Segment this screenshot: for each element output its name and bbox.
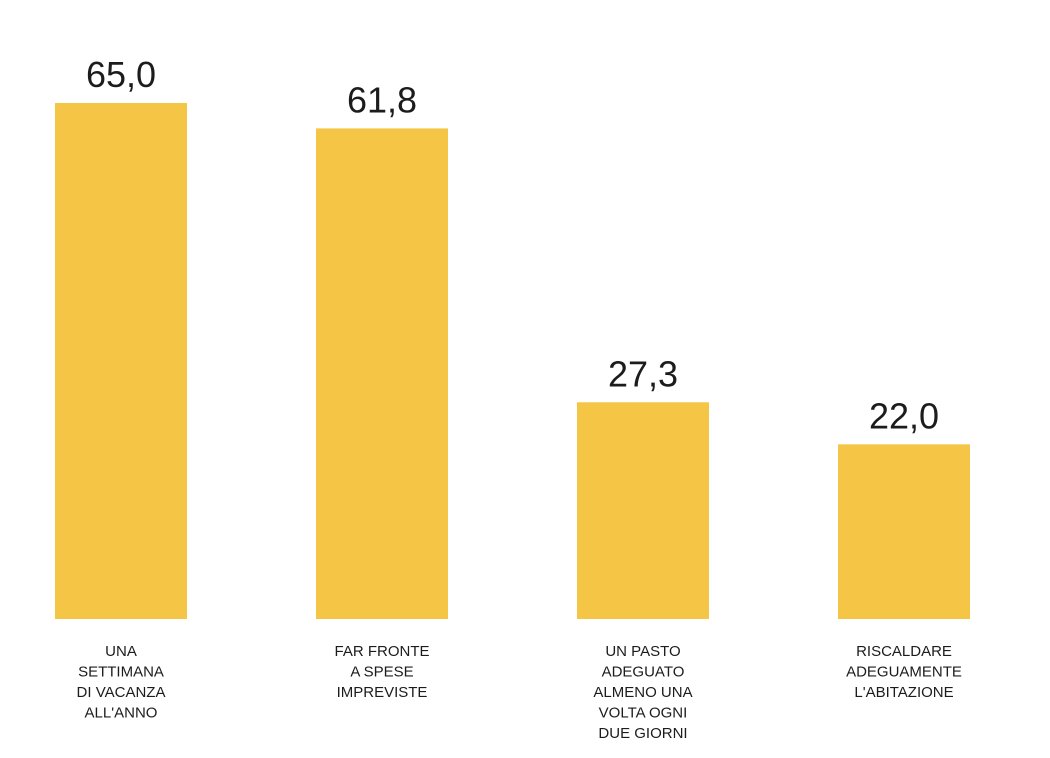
category-label-line: UN PASTO: [605, 643, 680, 660]
category-label-line: ADEGUAMENTE: [846, 664, 962, 681]
bar-4: [838, 444, 970, 619]
category-label-line: RISCALDARE: [856, 643, 952, 660]
category-label-3: UN PASTO ADEGUATO ALMENO UNA VOLTA OGNI DUE …: [593, 643, 692, 742]
category-label-line: UNA: [105, 643, 137, 660]
category-label-line: SETTIMANA: [78, 664, 164, 681]
value-label-2: 61,8: [347, 79, 417, 120]
category-label-line: ALMENO UNA: [593, 684, 692, 701]
bar-3: [577, 402, 709, 619]
category-label-line: FAR FRONTE: [334, 643, 429, 660]
bar-1: [55, 103, 187, 619]
category-label-line: A SPESE: [350, 664, 413, 681]
bar-2: [316, 128, 448, 619]
category-label-2: FAR FRONTE A SPESE IMPREVISTE: [334, 643, 429, 701]
category-label-1: UNA SETTIMANA DI VACANZA ALL'ANNO: [77, 643, 166, 722]
value-label-1: 65,0: [86, 54, 156, 95]
category-label-line: ADEGUATO: [602, 664, 685, 681]
value-label-4: 22,0: [869, 395, 939, 436]
category-label-line: DUE GIORNI: [598, 725, 687, 742]
category-label-line: VOLTA OGNI: [599, 705, 688, 722]
category-label-line: ALL'ANNO: [85, 705, 158, 722]
value-label-3: 27,3: [608, 353, 678, 394]
category-label-line: IMPREVISTE: [337, 684, 428, 701]
category-label-4: RISCALDARE ADEGUAMENTE L'ABITAZIONE: [846, 643, 962, 701]
category-label-line: DI VACANZA: [77, 684, 166, 701]
category-label-line: L'ABITAZIONE: [854, 684, 953, 701]
